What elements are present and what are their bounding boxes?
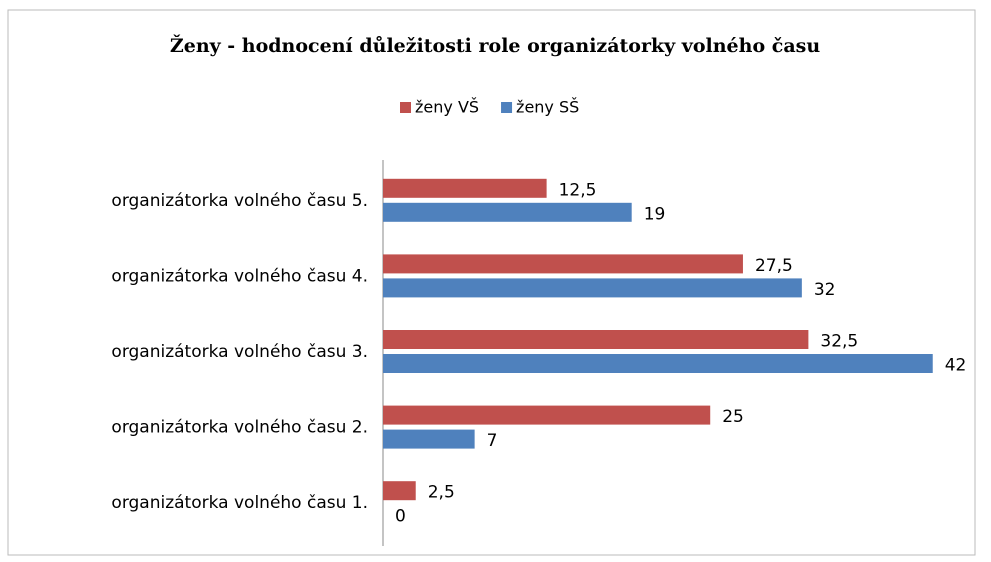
legend-swatch xyxy=(501,102,513,113)
data-label: 0 xyxy=(395,507,406,527)
data-label: 19 xyxy=(644,204,666,224)
bar xyxy=(383,481,416,501)
bar xyxy=(383,278,802,298)
data-label: 42 xyxy=(945,356,967,376)
y-tick-label: organizátorka volného času 4. xyxy=(111,266,368,286)
data-label: 7 xyxy=(487,431,498,451)
legend-label: ženy SŠ xyxy=(516,98,579,117)
bar xyxy=(383,330,809,349)
bar xyxy=(383,202,632,222)
legend-swatch xyxy=(400,102,411,113)
bar xyxy=(383,254,743,274)
y-tick-label: organizátorka volného času 2. xyxy=(111,418,368,438)
data-label: 32,5 xyxy=(820,332,858,352)
data-label: 32 xyxy=(814,280,836,300)
y-tick-label: organizátorka volného času 3. xyxy=(111,342,368,362)
data-label: 27,5 xyxy=(755,256,793,276)
bar xyxy=(383,178,547,198)
data-label: 2,5 xyxy=(428,483,455,503)
y-tick-label: organizátorka volného času 1. xyxy=(111,493,368,513)
chart-title: Ženy - hodnocení důležitosti role organi… xyxy=(170,34,820,57)
bar xyxy=(383,354,933,373)
bar xyxy=(383,429,475,449)
data-label: 12,5 xyxy=(559,180,597,200)
bar xyxy=(383,405,711,425)
legend-label: ženy VŠ xyxy=(415,98,479,117)
y-tick-label: organizátorka volného času 5. xyxy=(111,191,368,211)
data-label: 25 xyxy=(722,407,744,427)
